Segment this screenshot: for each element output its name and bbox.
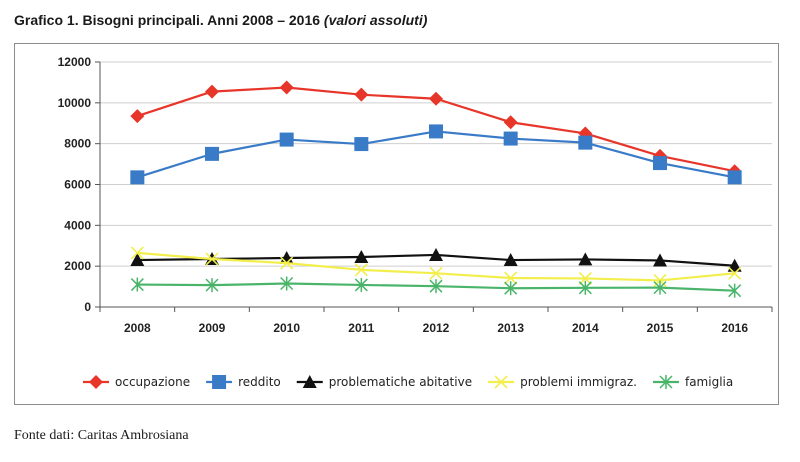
data-point-reddito-2015	[653, 156, 667, 171]
legend: occupazione reddito problematiche abitativ…	[83, 375, 733, 389]
data-point-famiglia-2010	[280, 276, 294, 291]
legend-marker	[659, 375, 673, 389]
legend-label: reddito	[238, 375, 281, 389]
legend-label: problemi immigraz.	[520, 375, 637, 389]
data-point-problematiche-abitative-2012	[429, 247, 443, 261]
x-axis-ticks: 2008 2009 2010 2011 2012 2013 2014 2015 2016	[99, 307, 773, 335]
x-tick-label: 2013	[497, 321, 524, 335]
legend-item-reddito: reddito	[206, 375, 281, 389]
x-marker-stroke	[354, 263, 368, 277]
data-point-problemi-immigraz--2009	[205, 252, 219, 266]
data-point-famiglia-2014	[578, 280, 592, 295]
data-point-occupazione-2008	[130, 109, 145, 124]
data-point-reddito-2016	[727, 170, 742, 185]
y-axis-ticks: 0 2000 4000 6000 8000 10000 12000	[58, 55, 100, 314]
legend-marker	[302, 375, 317, 388]
legend-item-problematiche-abitative: problematiche abitative	[296, 375, 472, 389]
legend-item-problemi-immigraz-: problemi immigraz.	[488, 375, 637, 389]
x-tick-label: 2014	[572, 321, 599, 335]
data-point-occupazione-2011	[354, 87, 369, 102]
x-marker-stroke	[429, 266, 443, 280]
data-point-famiglia-2011	[354, 277, 368, 292]
data-point-reddito-2008	[130, 170, 145, 185]
legend-marker	[89, 375, 103, 389]
data-point-problematiche-abitative-2010	[279, 251, 294, 264]
x-tick-label: 2010	[273, 321, 300, 335]
y-tick-label: 0	[84, 300, 91, 314]
x-marker-stroke	[205, 252, 219, 266]
y-tick-label: 8000	[64, 137, 91, 151]
data-point-reddito-2010	[279, 132, 294, 147]
chart-title-subtitle: (valori assoluti)	[323, 12, 428, 28]
data-point-reddito-2013	[503, 131, 518, 146]
legend-marker	[212, 375, 227, 389]
source-note: Fonte dati: Caritas Ambrosiana	[14, 428, 189, 443]
data-point-problemi-immigraz--2013	[504, 271, 518, 285]
x-marker-stroke	[280, 256, 294, 270]
data-point-problematiche-abitative-2014	[578, 252, 593, 266]
data-point-reddito-2009	[205, 146, 219, 161]
legend-label: problematiche abitative	[329, 375, 472, 389]
x-marker-stroke	[578, 271, 592, 285]
y-tick-label: 4000	[64, 218, 91, 232]
data-point-famiglia-2008	[130, 277, 144, 292]
x-marker-stroke	[504, 271, 518, 285]
x-tick-label: 2012	[423, 321, 450, 335]
x-tick-label: 2015	[647, 321, 674, 335]
data-point-problematiche-abitative-2016	[727, 258, 742, 272]
data-point-problematiche-abitative-2008	[130, 253, 145, 267]
x-tick-label: 2008	[124, 321, 151, 335]
data-point-famiglia-2013	[504, 281, 518, 296]
legend-item-occupazione: occupazione	[83, 375, 190, 389]
x-marker-stroke	[494, 375, 508, 389]
data-point-problemi-immigraz--2012	[429, 266, 443, 280]
data-point-famiglia-2009	[205, 278, 219, 293]
data-point-problematiche-abitative-2015	[653, 253, 667, 267]
data-point-occupazione-2010	[279, 80, 294, 95]
x-marker-stroke	[728, 266, 742, 280]
x-tick-label: 2011	[348, 321, 374, 335]
chart-frame	[14, 43, 779, 405]
data-point-occupazione-2013	[503, 115, 518, 130]
legend-label: occupazione	[115, 375, 190, 389]
legend-marker	[494, 375, 508, 389]
data-point-famiglia-2016	[728, 283, 742, 298]
y-tick-label: 12000	[58, 55, 92, 69]
data-point-famiglia-2012	[429, 279, 443, 294]
data-point-problemi-immigraz--2011	[354, 263, 368, 277]
chart-title: Grafico 1. Bisogni principali. Anni 2008…	[14, 12, 427, 28]
x-tick-label: 2016	[721, 321, 748, 335]
y-tick-label: 10000	[58, 96, 92, 110]
series-reddito	[130, 124, 742, 185]
chart-title-main: Grafico 1. Bisogni principali. Anni 2008…	[14, 12, 321, 28]
data-point-problemi-immigraz--2014	[578, 271, 592, 285]
data-point-occupazione-2009	[205, 84, 219, 99]
x-tick-label: 2009	[199, 321, 226, 335]
data-point-problemi-immigraz--2008	[130, 246, 144, 260]
data-point-reddito-2011	[354, 137, 369, 152]
data-point-problematiche-abitative-2013	[503, 253, 518, 267]
data-point-reddito-2014	[578, 135, 593, 150]
series-problematiche-abitative	[130, 247, 742, 272]
x-marker-stroke	[130, 246, 144, 260]
data-point-famiglia-2015	[653, 280, 667, 295]
series-group	[130, 80, 742, 298]
legend-item-famiglia: famiglia	[652, 375, 733, 389]
y-tick-label: 2000	[64, 259, 91, 273]
data-point-problemi-immigraz--2016	[728, 266, 742, 280]
data-point-occupazione-2012	[429, 91, 443, 106]
series-problemi-immigraz-	[130, 246, 742, 288]
legend-label: famiglia	[685, 375, 733, 389]
data-point-reddito-2012	[429, 124, 443, 139]
y-tick-label: 6000	[64, 178, 91, 192]
data-point-problemi-immigraz--2010	[280, 256, 294, 270]
series-famiglia	[130, 276, 742, 298]
data-point-problematiche-abitative-2011	[354, 249, 369, 263]
